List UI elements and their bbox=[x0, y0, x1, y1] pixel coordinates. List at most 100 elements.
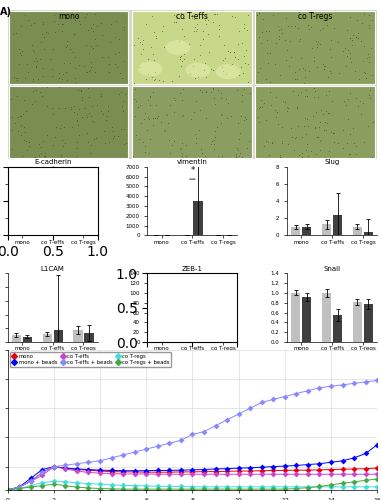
Point bbox=[236, 152, 242, 160]
Point bbox=[315, 94, 321, 102]
mono + beads bbox=[190, 467, 195, 473]
Point bbox=[123, 140, 129, 147]
Point bbox=[190, 55, 197, 63]
mono + beads bbox=[109, 468, 114, 473]
Point bbox=[367, 53, 373, 61]
mono bbox=[29, 478, 33, 484]
Point bbox=[331, 129, 337, 137]
Point bbox=[191, 26, 197, 34]
Point bbox=[117, 124, 123, 132]
Point bbox=[50, 72, 56, 80]
Point bbox=[38, 38, 44, 46]
co T-effs + beads bbox=[202, 428, 206, 434]
Point bbox=[74, 144, 80, 152]
Point bbox=[219, 111, 225, 119]
co T-regs bbox=[190, 484, 195, 490]
Point bbox=[312, 150, 319, 158]
Point bbox=[361, 10, 367, 18]
mono + beads bbox=[283, 463, 287, 469]
Point bbox=[131, 78, 138, 86]
Point bbox=[366, 92, 372, 100]
Point bbox=[17, 112, 23, 120]
Point bbox=[32, 63, 38, 71]
co T-regs + beads bbox=[306, 484, 310, 490]
Point bbox=[86, 50, 92, 58]
Point bbox=[259, 28, 266, 36]
Point bbox=[229, 12, 235, 20]
Point bbox=[205, 30, 211, 38]
Point bbox=[90, 44, 96, 52]
Point bbox=[40, 72, 46, 80]
Point bbox=[71, 102, 77, 110]
FancyBboxPatch shape bbox=[9, 12, 128, 84]
co T-effs + beads bbox=[167, 440, 171, 446]
Bar bbox=[12, 335, 21, 342]
Point bbox=[211, 100, 218, 108]
co T-regs + beads bbox=[317, 484, 322, 490]
Point bbox=[345, 114, 351, 122]
co T-regs bbox=[121, 482, 125, 488]
Point bbox=[18, 52, 24, 60]
Point bbox=[349, 40, 355, 48]
Point bbox=[336, 69, 342, 77]
Point bbox=[266, 28, 272, 36]
Point bbox=[150, 50, 156, 58]
Point bbox=[155, 76, 162, 84]
Point bbox=[62, 10, 68, 18]
Point bbox=[301, 66, 307, 74]
Point bbox=[368, 44, 375, 52]
Bar bbox=[23, 227, 32, 235]
co T-effs bbox=[283, 471, 287, 477]
mono + beads bbox=[86, 466, 91, 472]
Point bbox=[216, 25, 222, 33]
Point bbox=[215, 86, 221, 94]
Bar bbox=[302, 297, 312, 342]
Point bbox=[301, 79, 307, 87]
Point bbox=[263, 116, 269, 124]
Point bbox=[83, 10, 90, 18]
Text: *: * bbox=[190, 166, 195, 175]
Point bbox=[112, 33, 118, 41]
Point bbox=[203, 12, 209, 20]
Point bbox=[275, 36, 282, 44]
Bar bbox=[353, 302, 362, 342]
Point bbox=[308, 23, 314, 31]
Bar bbox=[364, 304, 373, 342]
Point bbox=[202, 59, 208, 67]
Bar bbox=[322, 224, 331, 235]
Point bbox=[320, 24, 327, 32]
Point bbox=[213, 123, 219, 131]
Point bbox=[163, 110, 169, 118]
Point bbox=[218, 110, 224, 118]
co T-effs bbox=[329, 471, 333, 477]
mono bbox=[109, 468, 114, 474]
Point bbox=[236, 27, 242, 35]
Point bbox=[254, 11, 260, 19]
co T-effs bbox=[306, 471, 310, 477]
Point bbox=[343, 62, 349, 70]
Point bbox=[100, 110, 106, 118]
co T-regs + beads bbox=[190, 486, 195, 492]
Point bbox=[90, 20, 96, 28]
Point bbox=[22, 128, 28, 136]
Point bbox=[111, 132, 117, 140]
Point bbox=[160, 76, 166, 84]
mono + beads bbox=[375, 442, 379, 448]
Point bbox=[116, 90, 122, 98]
Point bbox=[20, 110, 26, 118]
co T-effs + beads bbox=[40, 470, 45, 476]
Circle shape bbox=[138, 62, 163, 76]
co T-regs bbox=[317, 484, 322, 490]
Point bbox=[76, 105, 82, 113]
Point bbox=[179, 112, 186, 120]
Point bbox=[239, 92, 245, 100]
co T-effs + beads bbox=[98, 458, 102, 464]
Point bbox=[330, 129, 336, 137]
Point bbox=[366, 24, 372, 32]
Point bbox=[21, 96, 27, 104]
co T-regs + beads bbox=[363, 478, 368, 484]
Point bbox=[178, 26, 184, 34]
Point bbox=[197, 86, 203, 94]
Point bbox=[179, 149, 185, 157]
Line: co T-effs: co T-effs bbox=[6, 464, 379, 492]
